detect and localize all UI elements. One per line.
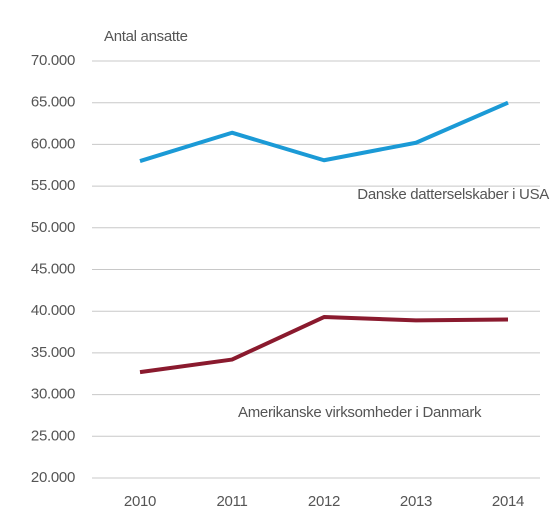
x-tick-label: 2010 — [124, 493, 156, 510]
y-tick-label: 60.000 — [31, 135, 75, 152]
y-tick-label: 25.000 — [31, 427, 75, 444]
y-tick-label: 40.000 — [31, 302, 75, 319]
series-line — [139, 315, 509, 375]
series-label: Danske datterselskaber i USA — [357, 186, 549, 203]
x-tick-label: 2011 — [216, 493, 247, 510]
y-tick-label: 20.000 — [31, 469, 75, 486]
x-tick-label: 2013 — [400, 493, 432, 510]
y-tick-label: 30.000 — [31, 386, 75, 403]
y-axis-label: Antal ansatte — [104, 28, 188, 45]
series-line — [139, 100, 509, 163]
y-tick-label: 55.000 — [31, 177, 75, 194]
y-tick-label: 45.000 — [31, 260, 75, 277]
y-tick-label: 70.000 — [31, 52, 75, 69]
x-tick-label: 2014 — [492, 493, 524, 510]
y-tick-label: 65.000 — [31, 94, 75, 111]
x-tick-label: 2012 — [308, 493, 340, 510]
y-tick-label: 35.000 — [31, 344, 75, 361]
series-label: Amerikanske virksomheder i Danmark — [238, 404, 482, 421]
y-tick-label: 50.000 — [31, 219, 75, 236]
